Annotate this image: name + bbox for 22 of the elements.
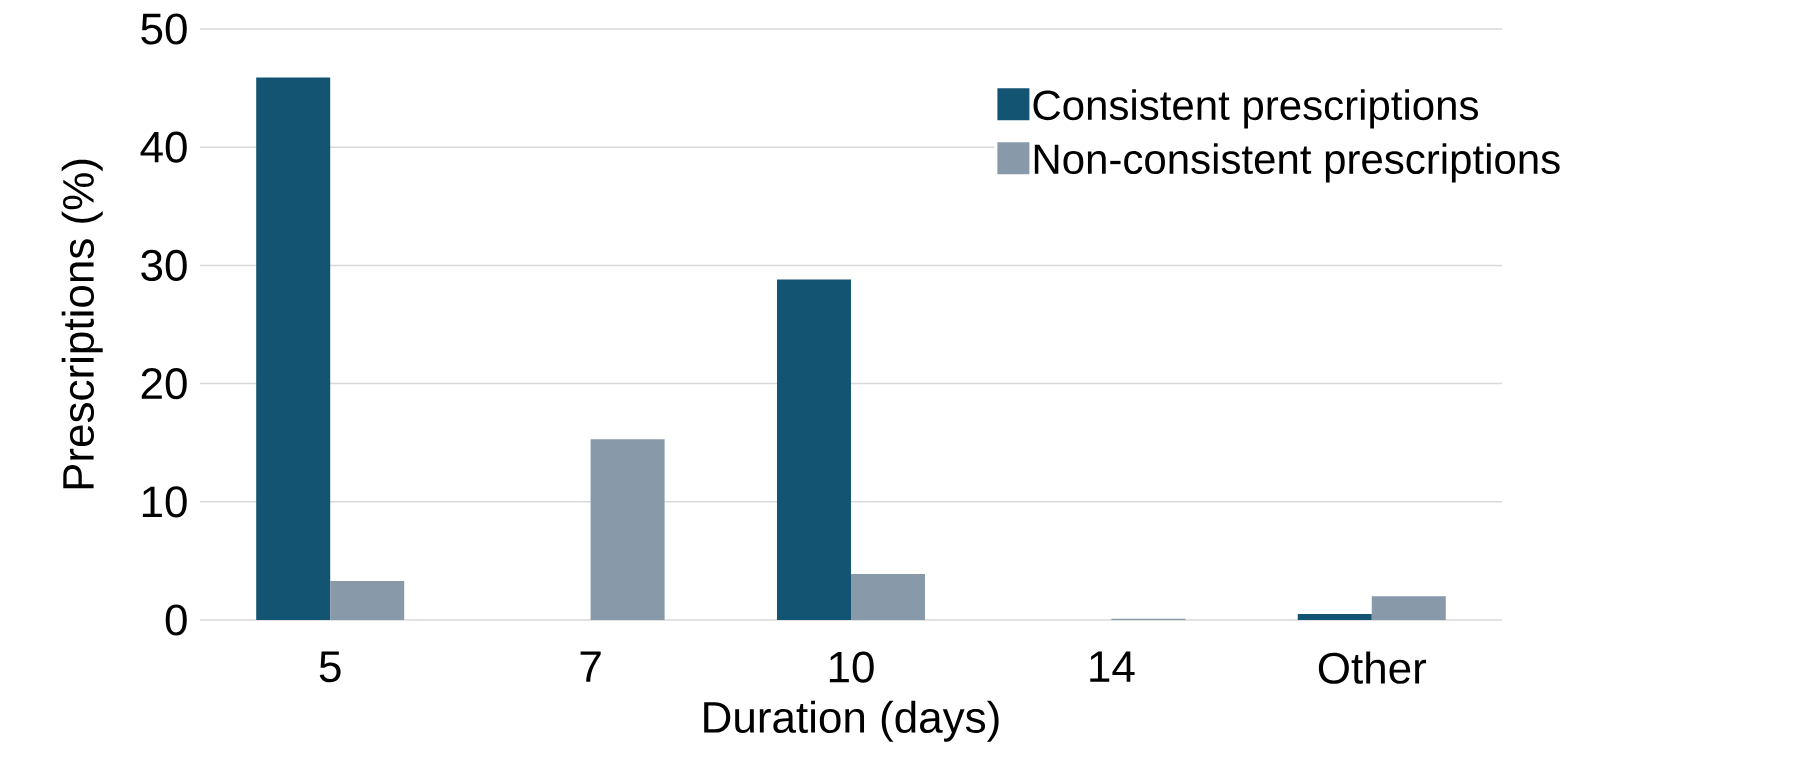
x-tick-label: 10 <box>829 651 874 683</box>
bar <box>850 573 925 620</box>
x-tick-label: 14 <box>1090 651 1135 682</box>
y-tick-label: 40 <box>140 131 187 163</box>
x-tick-label: Other <box>1318 651 1427 684</box>
x-axis-title: Duration (days) <box>704 700 999 742</box>
x-tick-label: 7 <box>580 651 601 682</box>
y-tick-label: 10 <box>142 486 187 518</box>
y-tick-label: 0 <box>165 604 187 636</box>
y-tick-label: 20 <box>141 368 187 400</box>
y-tick-label: 30 <box>141 249 187 281</box>
legend-label: Consistent prescriptions <box>1033 89 1478 129</box>
y-tick-label: 50 <box>141 13 187 45</box>
y-axis-title: Prescriptions (%) <box>61 159 103 489</box>
bar <box>776 279 851 620</box>
x-tick-label: 5 <box>319 651 341 683</box>
bar <box>1371 596 1446 620</box>
bar <box>590 439 665 620</box>
bar <box>330 580 405 620</box>
bar <box>256 77 331 620</box>
legend-label: Non-consistent prescriptions <box>1034 143 1560 183</box>
bar <box>1297 614 1372 620</box>
